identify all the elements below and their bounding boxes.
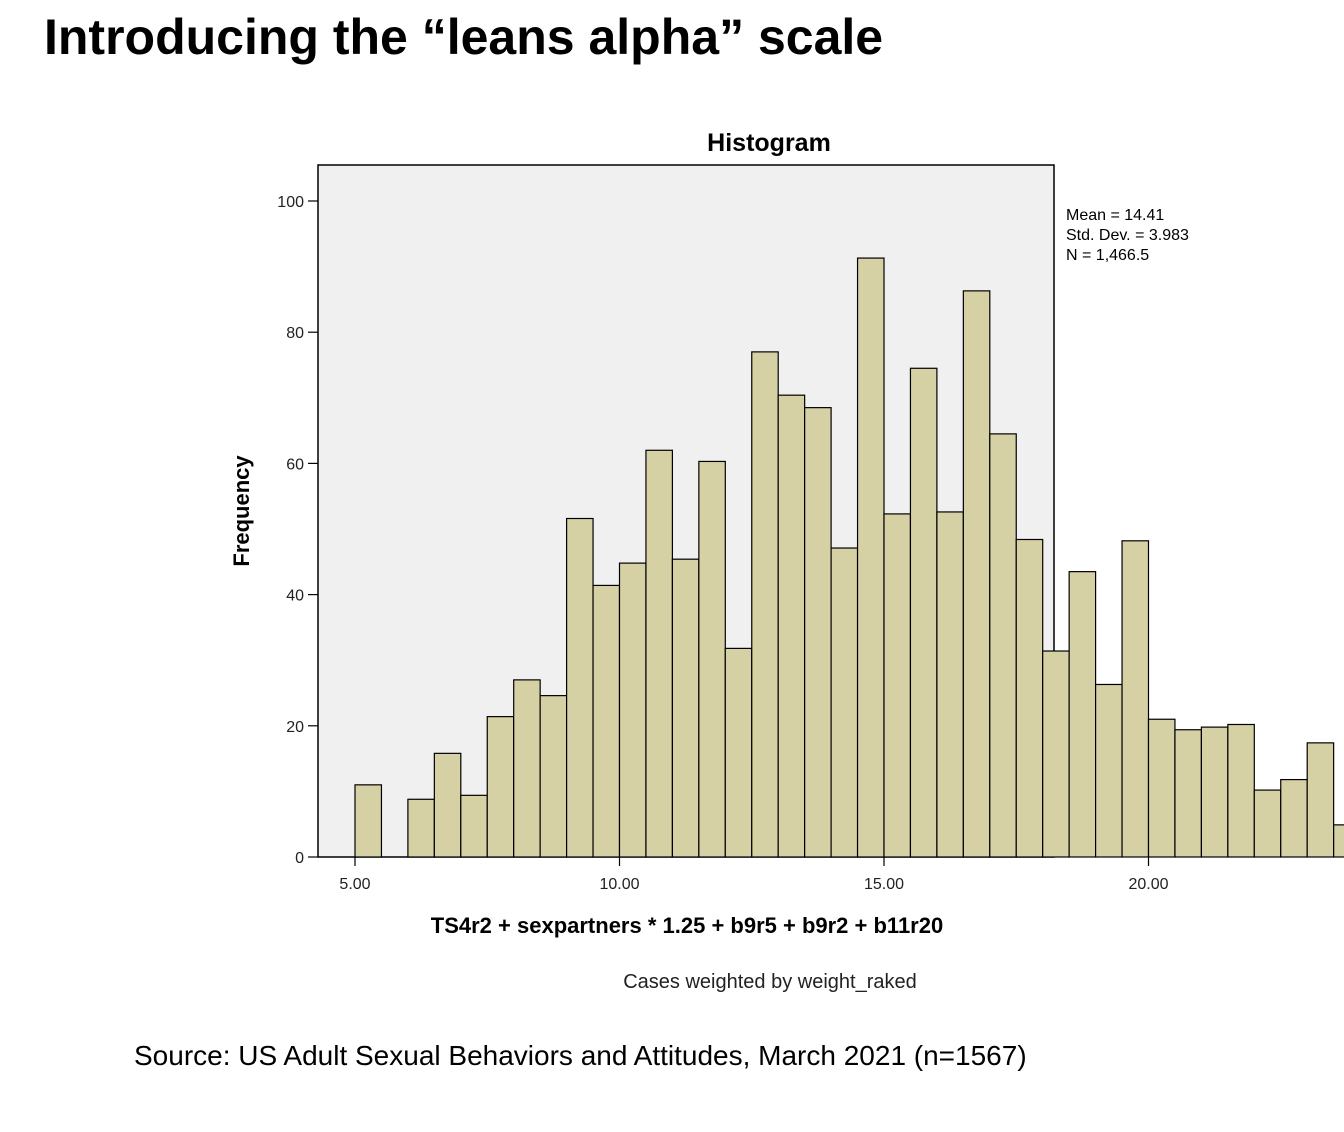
- histogram-bar: [936, 511, 964, 858]
- histogram-bar: [671, 558, 700, 858]
- y-axis: 0 20 40 60 80 100: [277, 194, 318, 867]
- histogram-bar: [1147, 718, 1176, 858]
- histogram-bar: [1280, 778, 1308, 858]
- x-tick-label: 20.00: [1128, 876, 1168, 893]
- y-tick-label: 60: [286, 456, 304, 473]
- histogram-bar: [1042, 650, 1070, 858]
- stats-mean: Mean = 14.41: [1066, 207, 1164, 224]
- histogram-bar: [989, 433, 1017, 858]
- histogram-bar: [354, 784, 383, 858]
- histogram-bar: [804, 407, 832, 858]
- y-tick-label: 0: [295, 850, 304, 867]
- histogram-bar: [486, 716, 515, 858]
- histogram-bar: [1200, 726, 1229, 858]
- histogram-bar: [698, 460, 726, 858]
- histogram-bar: [460, 794, 488, 858]
- histogram-bar: [830, 547, 859, 858]
- y-tick-label: 80: [286, 325, 304, 342]
- histogram-bar: [856, 257, 885, 858]
- histogram-bar: [407, 798, 435, 858]
- histogram-bar: [1174, 729, 1202, 858]
- histogram-bar: [1121, 540, 1150, 858]
- slide-title: Introducing the “leans alpha” scale: [44, 9, 884, 65]
- stats-box: Mean = 14.41 Std. Dev. = 3.983 N = 1,466…: [1066, 207, 1189, 264]
- histogram-bar: [1068, 571, 1097, 858]
- y-tick-label: 100: [277, 194, 304, 211]
- histogram-bar: [751, 351, 779, 858]
- histogram-bar: [513, 679, 541, 858]
- y-tick-label: 20: [286, 719, 304, 736]
- histogram-bar: [724, 647, 753, 858]
- histogram-bar: [618, 562, 647, 858]
- x-tick-label: 5.00: [339, 876, 370, 893]
- x-tick-label: 15.00: [864, 876, 904, 893]
- histogram-bar: [1333, 824, 1344, 858]
- histogram-bar: [1015, 538, 1044, 858]
- histogram-bar: [1306, 742, 1335, 858]
- x-axis-label: TS4r2 + sexpartners * 1.25 + b9r5 + b9r2…: [431, 913, 943, 938]
- histogram-bar: [962, 290, 991, 858]
- weight-note: Cases weighted by weight_raked: [623, 971, 917, 993]
- histogram-bar: [1253, 789, 1282, 858]
- stats-n: N = 1,466.5: [1066, 247, 1149, 264]
- histogram-bar: [909, 367, 938, 858]
- histogram-bar: [645, 449, 674, 858]
- source-note: Source: US Adult Sexual Behaviors and At…: [134, 1040, 1027, 1071]
- histogram-bar: [433, 752, 462, 858]
- histogram-bar: [565, 517, 594, 858]
- histogram-bar: [1227, 723, 1255, 858]
- y-axis-label: Frequency: [229, 455, 254, 567]
- histogram-bar: [777, 394, 806, 858]
- histogram-bar: [883, 513, 912, 858]
- x-tick-label: 10.00: [599, 876, 639, 893]
- chart-title: Histogram: [707, 129, 831, 157]
- stats-std-dev: Std. Dev. = 3.983: [1066, 227, 1189, 244]
- histogram-bar: [539, 695, 568, 858]
- histogram-bar: [592, 584, 621, 858]
- histogram-bar: [1094, 683, 1123, 858]
- bars-group: [354, 257, 1344, 858]
- y-tick-label: 40: [286, 588, 304, 605]
